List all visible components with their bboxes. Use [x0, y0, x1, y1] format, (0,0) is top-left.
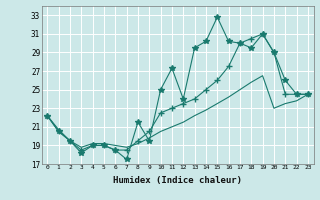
X-axis label: Humidex (Indice chaleur): Humidex (Indice chaleur) [113, 176, 242, 185]
